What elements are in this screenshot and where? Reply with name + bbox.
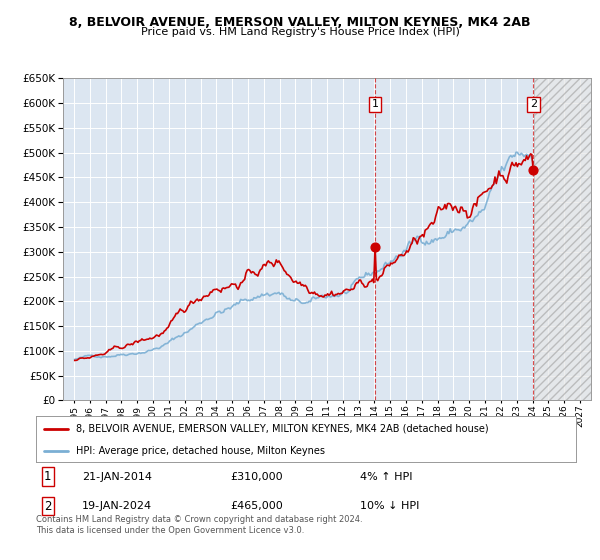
Text: 1: 1 bbox=[44, 470, 52, 483]
Text: 19-JAN-2024: 19-JAN-2024 bbox=[82, 501, 152, 511]
Text: 2: 2 bbox=[44, 500, 52, 513]
Text: HPI: Average price, detached house, Milton Keynes: HPI: Average price, detached house, Milt… bbox=[77, 446, 325, 455]
Text: This data is licensed under the Open Government Licence v3.0.: This data is licensed under the Open Gov… bbox=[36, 526, 304, 535]
Text: 1: 1 bbox=[372, 99, 379, 109]
Point bbox=[529, 166, 538, 175]
Text: 2: 2 bbox=[530, 99, 537, 109]
Text: 4% ↑ HPI: 4% ↑ HPI bbox=[360, 472, 413, 482]
Point bbox=[370, 242, 380, 251]
Text: £310,000: £310,000 bbox=[230, 472, 283, 482]
Text: Price paid vs. HM Land Registry's House Price Index (HPI): Price paid vs. HM Land Registry's House … bbox=[140, 27, 460, 37]
Text: 8, BELVOIR AVENUE, EMERSON VALLEY, MILTON KEYNES, MK4 2AB (detached house): 8, BELVOIR AVENUE, EMERSON VALLEY, MILTO… bbox=[77, 424, 489, 434]
Text: 8, BELVOIR AVENUE, EMERSON VALLEY, MILTON KEYNES, MK4 2AB: 8, BELVOIR AVENUE, EMERSON VALLEY, MILTO… bbox=[69, 16, 531, 29]
Text: Contains HM Land Registry data © Crown copyright and database right 2024.: Contains HM Land Registry data © Crown c… bbox=[36, 515, 362, 524]
Bar bbox=[534, 78, 591, 400]
Bar bbox=[534, 78, 591, 400]
Text: £465,000: £465,000 bbox=[230, 501, 283, 511]
Text: 10% ↓ HPI: 10% ↓ HPI bbox=[360, 501, 419, 511]
Text: 21-JAN-2014: 21-JAN-2014 bbox=[82, 472, 152, 482]
